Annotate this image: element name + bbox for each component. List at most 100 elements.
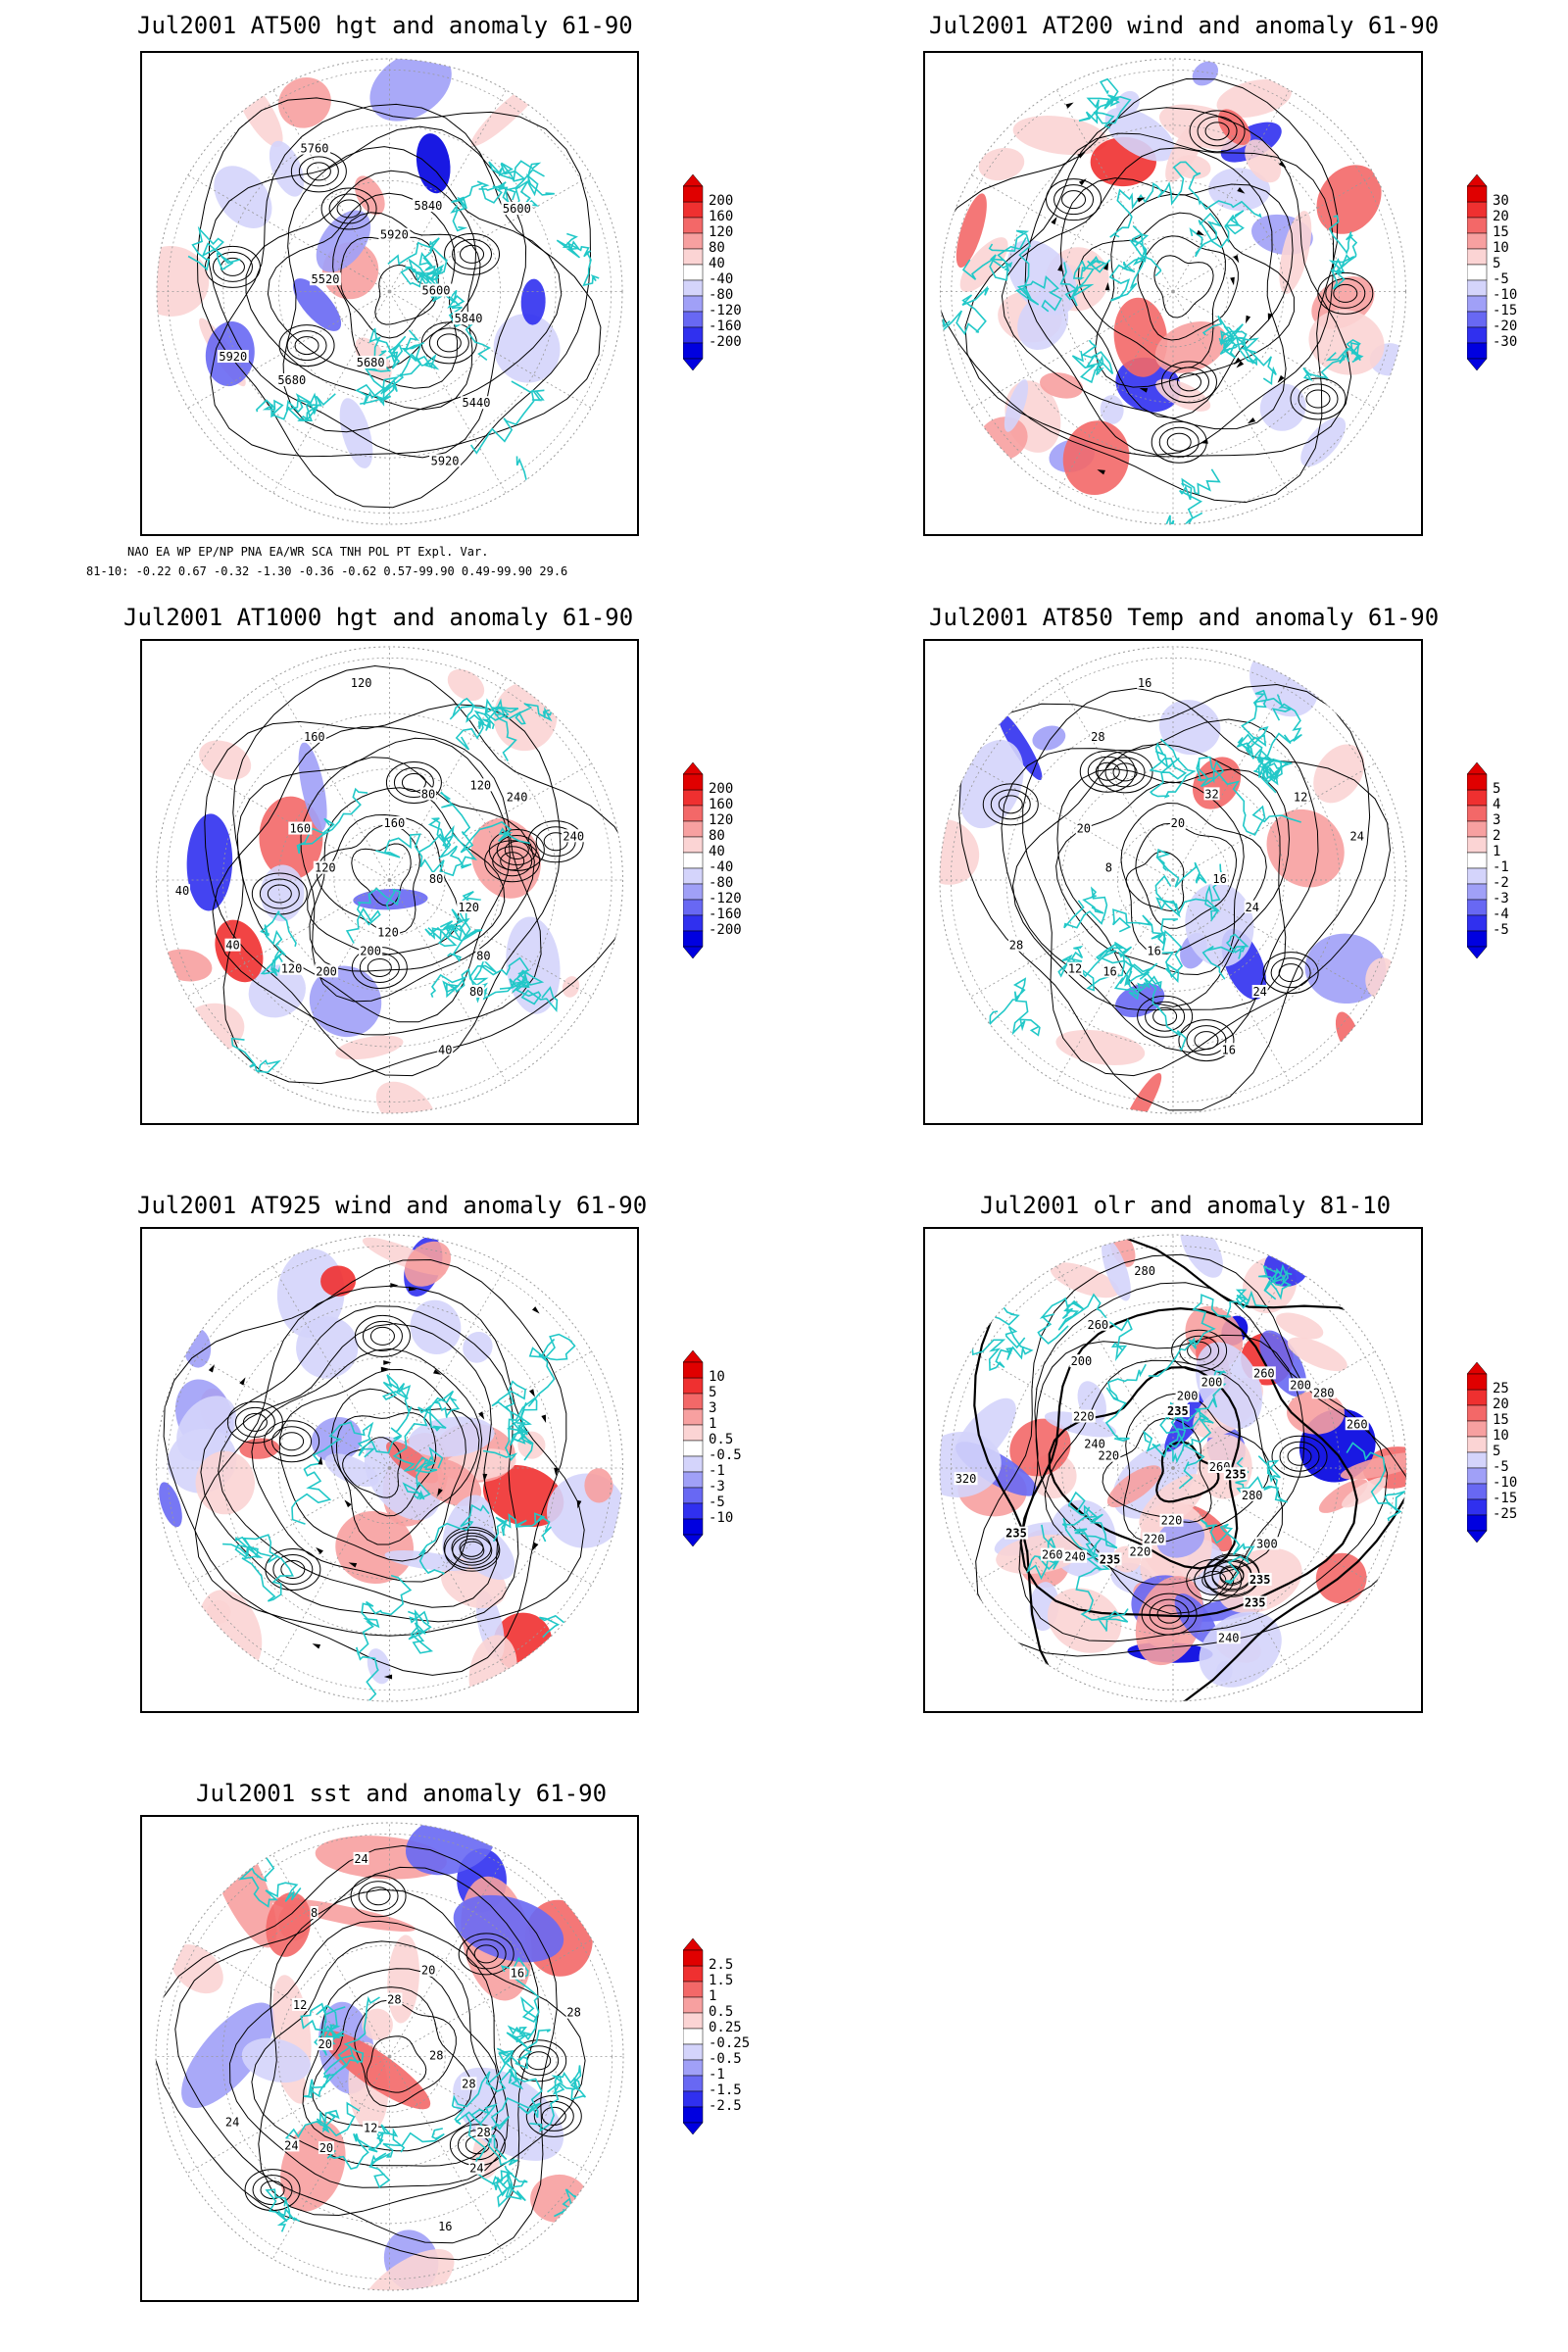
anomaly-shading (409, 1416, 495, 1457)
contour-cell (212, 251, 253, 282)
contour-line (222, 664, 623, 1085)
coastline (1061, 1491, 1118, 1557)
anomaly-shading (1185, 883, 1254, 967)
coastline (424, 920, 483, 942)
contour-cell (385, 761, 442, 805)
contour-label: 120 (469, 778, 491, 792)
contour-cell (1156, 1604, 1182, 1624)
contour-label: 120 (458, 901, 479, 914)
colorbar-tick-label: -25 (1493, 1506, 1518, 1522)
contour-label: 200 (1201, 1375, 1223, 1389)
streamline-arrow (239, 1377, 246, 1386)
coastline (1346, 1442, 1406, 1522)
coastline (345, 887, 402, 944)
contour-cell (1278, 963, 1303, 983)
contour-line (1044, 1359, 1284, 1586)
anomaly-shading (159, 1482, 182, 1528)
colorbar-tick-label: 2.5 (709, 1957, 734, 1973)
contour-label: 16 (1102, 964, 1116, 978)
map-frame (140, 1227, 639, 1713)
contour-label: 20 (318, 2037, 331, 2051)
contour-label: 235 (1250, 1573, 1271, 1587)
coastline (1201, 933, 1250, 980)
colorbar-tick-label: 20 (1493, 209, 1509, 224)
streamline-arrow (478, 1411, 485, 1420)
contour-cell (358, 1881, 399, 1912)
colorbar-tick-label: 1 (1493, 844, 1501, 859)
anomaly-shading (997, 710, 1043, 780)
contour-label: 16 (438, 2220, 452, 2233)
streamline-arrow (316, 1546, 323, 1554)
coastline (1037, 1293, 1133, 1362)
coastline (358, 1374, 413, 1458)
colorbar-tick-label: 0.5 (709, 2004, 734, 2020)
contour-label: 8 (311, 1906, 318, 1920)
contour-label: 40 (438, 1043, 452, 1056)
streamline-arrow (437, 1488, 443, 1497)
contour-cell (244, 2169, 301, 2212)
contour-line (1022, 687, 1392, 1077)
colorbar-tick-label: -0.5 (709, 2051, 742, 2067)
contour-label: 200 (316, 964, 337, 978)
colorbar-graphic (682, 1349, 704, 1547)
contour-line (218, 1323, 499, 1608)
contour-line (302, 1968, 499, 2152)
contour-label: 280 (1313, 1386, 1335, 1399)
contour-line (1155, 1441, 1220, 1503)
colorbar-tick-label: 0.25 (709, 2020, 742, 2035)
contour-cell (982, 783, 1039, 826)
anomaly-shading (404, 1241, 452, 1287)
contour-line (251, 1348, 483, 1583)
coastline (492, 1512, 552, 1543)
contour-label: 5680 (357, 356, 385, 369)
contour-label: 300 (1256, 1537, 1278, 1550)
coastline (469, 380, 545, 455)
colorbar-tick-label: -30 (1493, 334, 1518, 350)
contour-cell (443, 1526, 500, 1569)
contour-line (300, 757, 535, 1003)
colorbar: 200 160 120 80 40 -40 -80 -120 -160 -200 (682, 761, 771, 962)
map-boundary (155, 1822, 624, 2291)
contour-label: 5840 (455, 312, 483, 325)
anomaly-shading (1062, 420, 1130, 496)
colorbar-tick-label: 10 (1493, 240, 1509, 256)
contour-cell (1197, 116, 1238, 147)
anomaly-shading (447, 668, 485, 702)
coastline (284, 2101, 361, 2142)
contour-label: 28 (387, 1992, 401, 2006)
contour-cell (354, 1314, 411, 1357)
anomaly-shading (186, 813, 233, 911)
anomaly-shading (530, 2174, 588, 2224)
polar-map: 2602402352352202002202602802352002402202… (939, 1234, 1407, 1702)
contour-label: 235 (1100, 1552, 1121, 1566)
coastline (408, 1608, 434, 1654)
contour-label: 28 (1009, 939, 1023, 953)
coastline (1109, 161, 1262, 238)
colorbar-tick-label: 0.5 (709, 1432, 734, 1447)
streamline-arrow (482, 1473, 488, 1483)
coastline (1075, 1548, 1129, 1632)
contour-label: 24 (1350, 829, 1364, 843)
contour-cell (286, 330, 327, 362)
anomaly-shading (171, 1944, 223, 1994)
anomaly-shading (1044, 1411, 1117, 1438)
contour-line (209, 125, 527, 459)
contour-cell (252, 2175, 293, 2206)
contour-label: 120 (281, 962, 303, 976)
contour-line (278, 1368, 466, 1562)
colorbar: 2.5 1.5 1 0.5 0.25 -0.25 -0.5 -1 -1.5 -2.5 (682, 1937, 771, 2138)
colorbar-tick-label: -160 (709, 906, 742, 922)
contour-cell (260, 2180, 285, 2200)
contour-label: 5920 (380, 228, 409, 242)
contour-label: 28 (476, 2126, 490, 2139)
meridian-line (389, 291, 592, 409)
contour-line (251, 1940, 499, 2167)
contour-cell (518, 2045, 560, 2077)
colorbar-tick-label: -20 (1493, 318, 1518, 334)
contour-line (1059, 177, 1294, 419)
anomaly-shading (369, 59, 452, 122)
contour-cell (328, 193, 369, 224)
contour-cell (1298, 383, 1339, 415)
contour-label: 28 (462, 2077, 475, 2090)
contour-label: 80 (421, 787, 435, 801)
